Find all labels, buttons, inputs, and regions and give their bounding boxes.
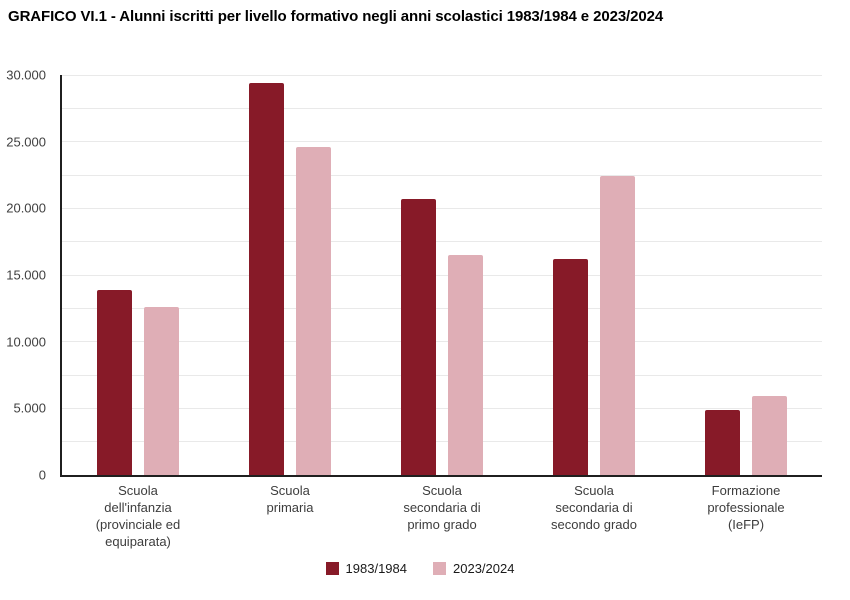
y-tick-label: 0: [38, 467, 46, 483]
bar-group: [214, 75, 366, 475]
bar-groups: [62, 75, 822, 475]
x-category-label-line: Scuola: [574, 483, 614, 498]
gridline: [62, 107, 822, 109]
x-category-label-line: secondaria di: [555, 500, 633, 515]
bar-2023-2024: [296, 147, 331, 475]
y-axis-line: [60, 75, 62, 476]
plot-area: [62, 74, 822, 475]
bar-1983-1984: [401, 199, 436, 475]
gridline: [62, 174, 822, 176]
gridline: [62, 141, 822, 143]
legend-label: 1983/1984: [345, 561, 407, 576]
chart-title: GRAFICO VI.1 - Alunni iscritti per livel…: [8, 8, 664, 25]
x-category-label: Scuola secondaria di primo grado: [366, 482, 518, 550]
x-category-label-line: (provinciale ed: [95, 517, 181, 532]
gridline: [62, 341, 822, 343]
x-category-label-line: (IeFP): [727, 517, 765, 532]
x-category-label-line: Scuola: [422, 483, 462, 498]
x-category-label: Formazione professionale (IeFP): [670, 482, 822, 550]
legend-item: 1983/1984: [325, 561, 407, 576]
x-category-label-line: Formazione: [711, 483, 781, 498]
bar-group: [670, 75, 822, 475]
x-category-label-line: primaria: [266, 500, 314, 515]
bar-group: [518, 75, 670, 475]
legend-swatch: [433, 562, 446, 575]
y-tick-label: 20.000: [6, 200, 46, 216]
legend-swatch: [325, 562, 339, 575]
x-category-label: Scuola secondaria di secondo grado: [518, 482, 670, 550]
x-category-label-line: primo grado: [407, 517, 477, 532]
x-category-label-line: Scuola: [270, 483, 310, 498]
x-axis-category-labels: Scuola dell'infanzia (provinciale ed equipa…: [62, 482, 822, 550]
x-category-label-line: professionale: [707, 500, 785, 515]
x-category-label: Scuola dell'infanzia (provinciale ed equipa…: [62, 482, 214, 550]
legend-label: 2023/2024: [453, 561, 515, 576]
x-axis-line: [60, 475, 822, 477]
bar-1983-1984: [705, 409, 740, 475]
bar-2023-2024: [144, 307, 179, 475]
legend-item: 2023/2024: [433, 561, 514, 576]
x-category-label: Scuola primaria: [214, 482, 366, 550]
bar-1983-1984: [249, 83, 284, 475]
legend: 1983/1984 2023/2024: [0, 561, 840, 576]
gridline: [62, 207, 822, 209]
y-tick-label: 25.000: [6, 134, 46, 150]
x-category-label-line: dell'infanzia: [104, 500, 172, 515]
x-category-label-line: Scuola: [118, 483, 158, 498]
gridline: [62, 307, 822, 309]
gridline: [62, 441, 822, 443]
bar-2023-2024: [752, 395, 787, 475]
bar-2023-2024: [600, 176, 635, 475]
x-category-label-line: secondo grado: [550, 517, 637, 532]
y-tick-label: 15.000: [6, 267, 46, 283]
bar-1983-1984: [553, 259, 588, 475]
y-tick-label: 10.000: [6, 334, 46, 350]
y-tick-label: 30.000: [6, 67, 46, 83]
y-axis-tick-labels: 0 5.000 10.000 15.000 20.000 25.000 30.000: [0, 69, 46, 482]
bar-2023-2024: [448, 255, 483, 475]
bar-group: [366, 75, 518, 475]
bar-group: [62, 75, 214, 475]
gridline: [62, 274, 822, 276]
gridline: [62, 241, 822, 243]
x-category-label-line: equiparata): [105, 534, 171, 549]
gridline: [62, 374, 822, 376]
gridline: [62, 74, 822, 76]
x-category-label-line: secondaria di: [403, 500, 481, 515]
gridline: [62, 407, 822, 409]
bar-1983-1984: [97, 289, 132, 475]
y-tick-label: 5.000: [13, 400, 46, 416]
